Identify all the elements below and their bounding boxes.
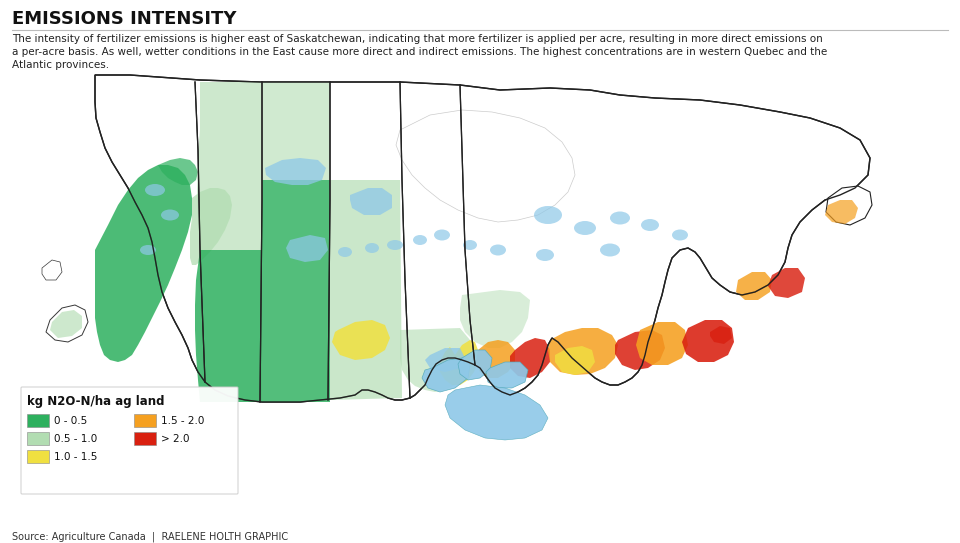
Polygon shape: [425, 348, 465, 372]
Polygon shape: [265, 158, 326, 185]
Ellipse shape: [610, 212, 630, 224]
Text: a per-acre basis. As well, wetter conditions in the East cause more direct and i: a per-acre basis. As well, wetter condit…: [12, 47, 828, 57]
Polygon shape: [42, 260, 62, 280]
Ellipse shape: [387, 240, 403, 250]
Polygon shape: [736, 272, 772, 300]
Text: 0 - 0.5: 0 - 0.5: [54, 415, 87, 426]
Bar: [134, 432, 156, 445]
Ellipse shape: [536, 249, 554, 261]
Ellipse shape: [365, 243, 379, 253]
Polygon shape: [460, 290, 530, 348]
Ellipse shape: [600, 243, 620, 256]
Polygon shape: [15, 75, 950, 520]
Ellipse shape: [641, 219, 659, 231]
Polygon shape: [50, 310, 82, 338]
Ellipse shape: [574, 221, 596, 235]
Polygon shape: [486, 362, 528, 388]
Ellipse shape: [161, 210, 179, 220]
Text: Atlantic provinces.: Atlantic provinces.: [12, 60, 109, 70]
Text: 1.0 - 1.5: 1.0 - 1.5: [54, 451, 97, 462]
Polygon shape: [350, 188, 392, 215]
Ellipse shape: [140, 245, 156, 255]
Polygon shape: [440, 340, 478, 385]
Text: > 2.0: > 2.0: [161, 433, 189, 444]
Ellipse shape: [145, 184, 165, 196]
Polygon shape: [400, 328, 472, 392]
FancyBboxPatch shape: [21, 387, 238, 494]
Polygon shape: [825, 200, 858, 224]
Text: 0.5 - 1.0: 0.5 - 1.0: [54, 433, 97, 444]
Ellipse shape: [434, 230, 450, 241]
Ellipse shape: [672, 230, 688, 241]
Text: 1.5 - 2.0: 1.5 - 2.0: [161, 415, 204, 426]
Polygon shape: [396, 110, 575, 222]
Ellipse shape: [534, 206, 562, 224]
Polygon shape: [330, 180, 402, 400]
Polygon shape: [46, 305, 88, 342]
Ellipse shape: [490, 244, 506, 256]
Polygon shape: [548, 328, 618, 375]
Polygon shape: [422, 358, 470, 392]
Polygon shape: [636, 322, 688, 365]
Bar: [134, 414, 156, 427]
Text: Source: Agriculture Canada  |  RAELENE HOLTH GRAPHIC: Source: Agriculture Canada | RAELENE HOL…: [12, 532, 288, 542]
Polygon shape: [95, 165, 192, 362]
Polygon shape: [510, 338, 550, 378]
Text: The intensity of fertilizer emissions is higher east of Saskatchewan, indicating: The intensity of fertilizer emissions is…: [12, 34, 823, 44]
Polygon shape: [158, 158, 198, 185]
Polygon shape: [95, 75, 870, 402]
Bar: [27, 414, 49, 427]
Polygon shape: [197, 82, 262, 250]
Polygon shape: [826, 186, 872, 225]
Polygon shape: [445, 385, 548, 440]
Polygon shape: [476, 340, 515, 378]
Polygon shape: [768, 268, 805, 298]
Text: EMISSIONS INTENSITY: EMISSIONS INTENSITY: [12, 10, 236, 28]
Polygon shape: [190, 188, 232, 265]
Polygon shape: [286, 235, 328, 262]
Polygon shape: [458, 350, 492, 380]
Polygon shape: [682, 320, 734, 362]
Polygon shape: [195, 250, 262, 402]
Bar: [27, 432, 49, 445]
Polygon shape: [262, 82, 330, 180]
Polygon shape: [710, 326, 732, 344]
Bar: [27, 450, 49, 463]
Ellipse shape: [338, 247, 352, 257]
Polygon shape: [262, 180, 330, 402]
Polygon shape: [615, 330, 665, 370]
Polygon shape: [555, 346, 595, 375]
Polygon shape: [332, 320, 390, 360]
Ellipse shape: [463, 240, 477, 250]
Text: kg N2O-N/ha ag land: kg N2O-N/ha ag land: [27, 395, 164, 408]
Ellipse shape: [413, 235, 427, 245]
